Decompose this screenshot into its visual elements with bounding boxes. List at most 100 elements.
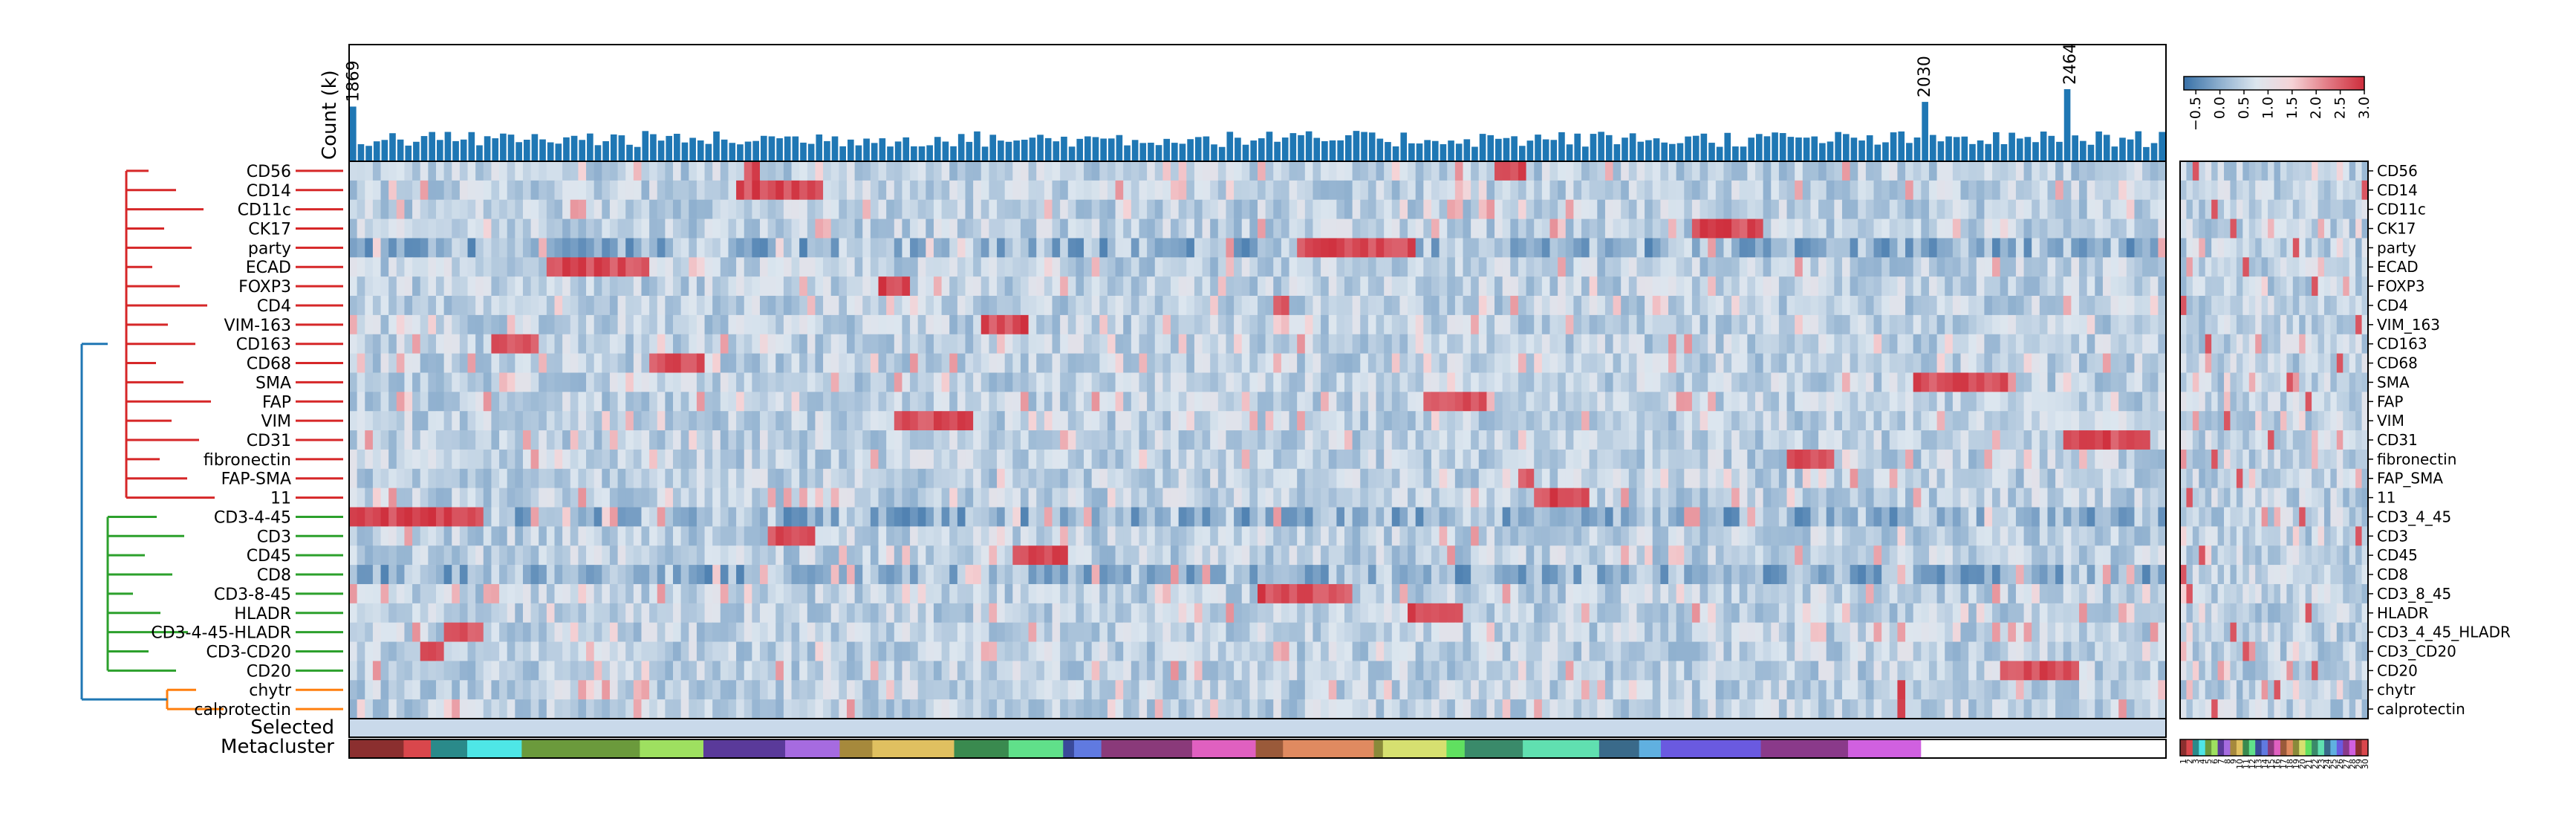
- heatmap-cell: [404, 218, 413, 239]
- heatmap-cell: [1336, 449, 1345, 470]
- heatmap-cell: [1084, 314, 1093, 335]
- heatmap-cell: [1226, 468, 1235, 488]
- heatmap-cell: [894, 276, 903, 297]
- heatmap-cell: [1107, 218, 1116, 239]
- count-bar: [824, 140, 830, 161]
- heatmap-cell: [894, 507, 903, 527]
- heatmap-cell: [704, 257, 713, 277]
- heatmap-cell: [380, 296, 389, 316]
- count-bar: [1993, 132, 2000, 161]
- heatmap-cell: [491, 180, 500, 201]
- heatmap-cell: [1628, 488, 1638, 508]
- heatmap-cell: [1810, 296, 1819, 316]
- heatmap-cell: [1952, 353, 1962, 373]
- heatmap-cell: [1202, 449, 1211, 470]
- count-bar: [942, 141, 949, 161]
- heatmap-cell: [2158, 199, 2167, 219]
- heatmap-cell: [365, 296, 374, 316]
- marker-label-left: HLADR: [234, 605, 291, 624]
- heatmap-cell: [673, 411, 682, 431]
- heatmap-cell: [846, 488, 856, 508]
- heatmap-cell: [404, 449, 413, 470]
- heatmap-cell: [1415, 392, 1424, 412]
- heatmap-cell: [1850, 430, 1858, 450]
- heatmap-cell: [412, 488, 421, 508]
- heatmap-cell: [1771, 161, 1780, 181]
- heatmap-cell: [973, 353, 982, 373]
- heatmap-cell: [657, 218, 666, 239]
- heatmap-cell: [1399, 507, 1408, 527]
- heatmap-cell: [420, 257, 429, 277]
- heatmap-cell: [1589, 276, 1598, 297]
- heatmap-cell: [365, 372, 374, 392]
- heatmap-cell: [499, 353, 508, 373]
- heatmap-cell: [1834, 218, 1843, 239]
- heatmap-cell: [475, 314, 484, 335]
- heatmap-cell: [1992, 199, 2001, 219]
- heatmap-cell: [1171, 468, 1180, 488]
- heatmap-cell: [1376, 334, 1385, 354]
- heatmap-cell: [1865, 468, 1875, 488]
- heatmap-cell: [1905, 257, 1914, 277]
- heatmap-cell: [459, 334, 469, 354]
- count-bar: [373, 141, 380, 161]
- heatmap-cell: [1289, 257, 1298, 277]
- heatmap-cell: [428, 218, 437, 239]
- heatmap-cell: [704, 449, 713, 470]
- heatmap-cell: [1841, 411, 1851, 431]
- heatmap-cell: [1281, 199, 1290, 219]
- heatmap-cell: [609, 526, 619, 546]
- heatmap-cell: [744, 468, 752, 488]
- heatmap-cell: [554, 180, 563, 201]
- count-bar: [1842, 134, 1850, 161]
- heatmap-cell: [1399, 449, 1408, 470]
- heatmap-cell: [2023, 488, 2032, 508]
- heatmap-cell: [783, 334, 793, 354]
- heatmap-cell: [2008, 526, 2017, 546]
- heatmap-cell: [1067, 353, 1076, 373]
- heatmap-cell: [1258, 372, 1266, 392]
- heatmap-cell: [1652, 430, 1661, 450]
- heatmap-cell: [846, 161, 856, 181]
- heatmap-cell: [989, 161, 998, 181]
- heatmap-cell: [459, 199, 469, 219]
- heatmap-cell: [1913, 296, 1922, 316]
- heatmap-cell: [696, 334, 706, 354]
- heatmap-cell: [1439, 161, 1448, 181]
- heatmap-cell: [1226, 430, 1235, 450]
- heatmap-cell: [1549, 488, 1558, 508]
- heatmap-cell: [941, 218, 950, 239]
- heatmap-cell: [1818, 334, 1827, 354]
- heatmap-cell: [712, 392, 721, 412]
- heatmap-cell: [1945, 257, 1954, 277]
- heatmap-cell: [1336, 161, 1345, 181]
- heatmap-cell: [2023, 276, 2032, 297]
- heatmap-cell: [775, 353, 784, 373]
- heatmap-cell: [1471, 199, 1480, 219]
- heatmap-cell: [736, 314, 745, 335]
- heatmap-cell: [886, 411, 895, 431]
- heatmap-cell: [2134, 296, 2143, 316]
- heatmap-cell: [1249, 161, 1258, 181]
- heatmap-cell: [1147, 161, 1156, 181]
- heatmap-cell: [507, 276, 515, 297]
- heatmap-cell: [1858, 430, 1867, 450]
- heatmap-cell: [1604, 526, 1614, 546]
- heatmap-cell: [1131, 218, 1140, 239]
- heatmap-cell: [499, 218, 508, 239]
- heatmap-cell: [1052, 199, 1061, 219]
- count-bar: [1211, 144, 1217, 161]
- heatmap-cell: [926, 180, 934, 201]
- heatmap-cell: [1873, 218, 1882, 239]
- heatmap-cell: [349, 218, 358, 239]
- heatmap-cell: [1376, 392, 1385, 412]
- count-bar: [998, 140, 1004, 161]
- heatmap-cell: [752, 372, 761, 392]
- heatmap-cell: [515, 526, 524, 546]
- heatmap-cell: [1313, 468, 1321, 488]
- heatmap-cell: [420, 468, 429, 488]
- heatmap-cell: [1952, 180, 1962, 201]
- heatmap-cell: [862, 411, 871, 431]
- heatmap-cell: [1786, 276, 1795, 297]
